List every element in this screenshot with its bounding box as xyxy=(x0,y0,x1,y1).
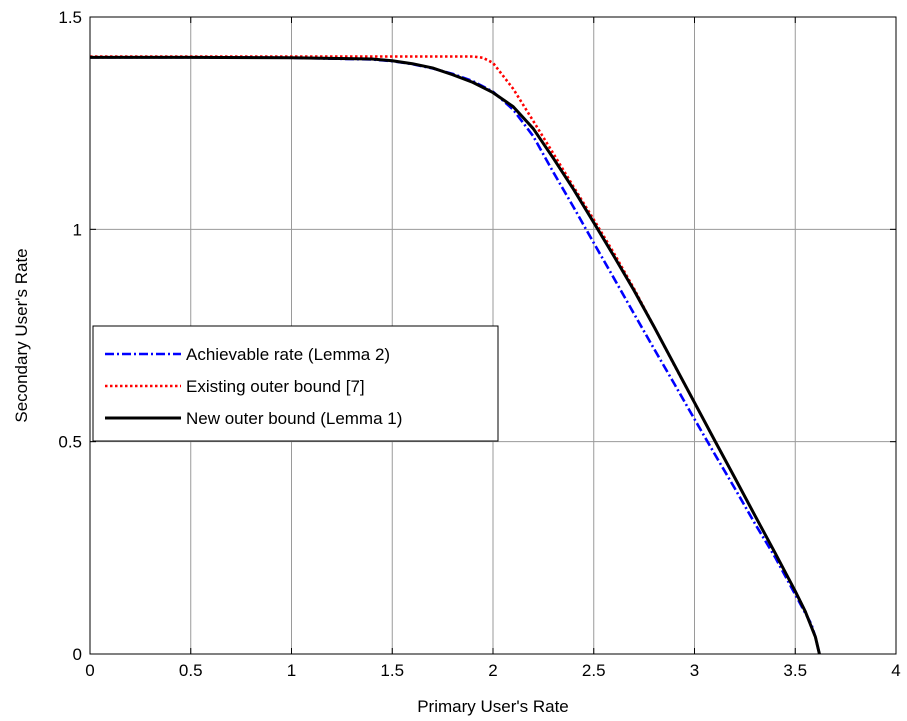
legend-label: Achievable rate (Lemma 2) xyxy=(186,345,390,364)
series-line-3 xyxy=(90,55,821,655)
x-tick-label: 2.5 xyxy=(582,661,606,680)
series-layer xyxy=(90,55,821,655)
y-tick-label: 1.5 xyxy=(58,8,82,27)
x-tick-label: 4 xyxy=(891,661,900,680)
x-tick-label: 1 xyxy=(287,661,296,680)
x-axis-label: Primary User's Rate xyxy=(417,697,569,716)
y-axis-label: Secondary User's Rate xyxy=(12,248,31,422)
legend-box xyxy=(92,325,499,442)
y-tick-label: 0.5 xyxy=(58,433,82,452)
y-tick-label: 0 xyxy=(73,645,82,664)
x-tick-label: 3.5 xyxy=(783,661,807,680)
x-tick-label: 0 xyxy=(85,661,94,680)
gridlines xyxy=(90,17,896,654)
y-tick-label: 1 xyxy=(73,220,82,239)
legend: Achievable rate (Lemma 2) Existing outer … xyxy=(92,325,499,442)
x-tick-label: 1.5 xyxy=(380,661,404,680)
x-tick-label: 2 xyxy=(488,661,497,680)
axis-ticks: 0 0.5 1 1.5 2 2.5 3 3.5 4 0 0.5 1 1.5 xyxy=(58,8,900,680)
x-tick-label: 3 xyxy=(690,661,699,680)
legend-label: New outer bound (Lemma 1) xyxy=(186,409,402,428)
x-tick-label: 0.5 xyxy=(179,661,203,680)
legend-label: Existing outer bound [7] xyxy=(186,377,365,396)
